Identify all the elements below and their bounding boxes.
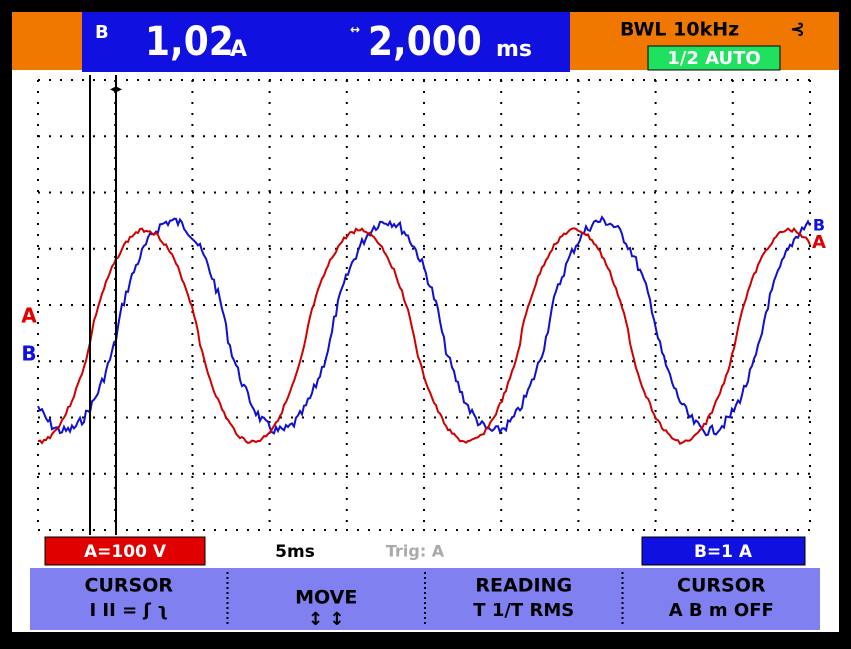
reading-unit: A <box>230 37 247 62</box>
menu-options[interactable]: T 1/T RMS <box>473 600 574 621</box>
time-icon: ↔ <box>350 23 360 37</box>
mode: 1/2 AUTO <box>667 48 760 69</box>
marker-a-end: A <box>812 232 826 253</box>
timebase: 5ms <box>275 542 315 562</box>
time-value: 2,000 <box>368 19 482 65</box>
menu-label[interactable]: CURSOR <box>85 575 174 597</box>
scale-b-box <box>641 536 806 566</box>
reading-box <box>82 12 570 72</box>
scale-a: A=100 V <box>84 542 167 562</box>
trigger: Trig: A <box>386 542 445 561</box>
channel-label: B <box>95 22 109 43</box>
marker-a: A <box>21 304 37 328</box>
menu-options[interactable]: A B m OFF <box>669 600 774 621</box>
time-unit: ms <box>496 37 532 62</box>
menu: CURSOR I II = ʃ ʅ MOVE↕ ↕ READING T 1/T RMS C… <box>85 572 774 630</box>
mode-box <box>647 45 781 71</box>
menu-label[interactable]: MOVE <box>295 587 357 609</box>
menu-label[interactable]: READING <box>475 575 572 597</box>
cursor-handle: ◂▸ <box>110 82 122 96</box>
marker-b: B <box>21 342 36 366</box>
screen <box>12 12 839 632</box>
bandwidth: BWL 10kHz <box>620 19 739 41</box>
menu-label[interactable]: CURSOR <box>677 575 766 597</box>
menu-options[interactable]: ↕ ↕ <box>308 609 344 630</box>
scale-b: B=1 A <box>694 542 753 562</box>
probe-icon: ⊰ <box>790 19 805 40</box>
marker-b-end: B <box>813 216 825 235</box>
scale-a-box <box>44 536 206 566</box>
trace-b <box>37 215 811 437</box>
trace-a <box>37 226 811 445</box>
menu-options[interactable]: I II = ʃ ʅ <box>89 600 168 621</box>
grid <box>37 79 811 531</box>
reading-value: 1,02 <box>145 19 234 65</box>
waveforms <box>37 215 811 445</box>
